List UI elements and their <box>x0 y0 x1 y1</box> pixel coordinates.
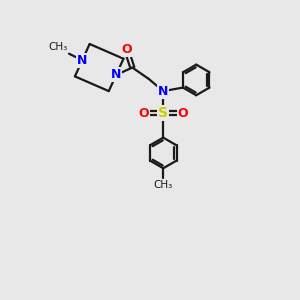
Text: N: N <box>158 85 168 98</box>
Text: O: O <box>122 44 132 56</box>
Text: N: N <box>77 54 88 67</box>
Text: CH₃: CH₃ <box>154 180 173 190</box>
Text: N: N <box>111 68 121 81</box>
Text: O: O <box>178 107 188 120</box>
Text: CH₃: CH₃ <box>48 42 68 52</box>
Text: S: S <box>158 106 168 120</box>
Text: O: O <box>138 107 149 120</box>
